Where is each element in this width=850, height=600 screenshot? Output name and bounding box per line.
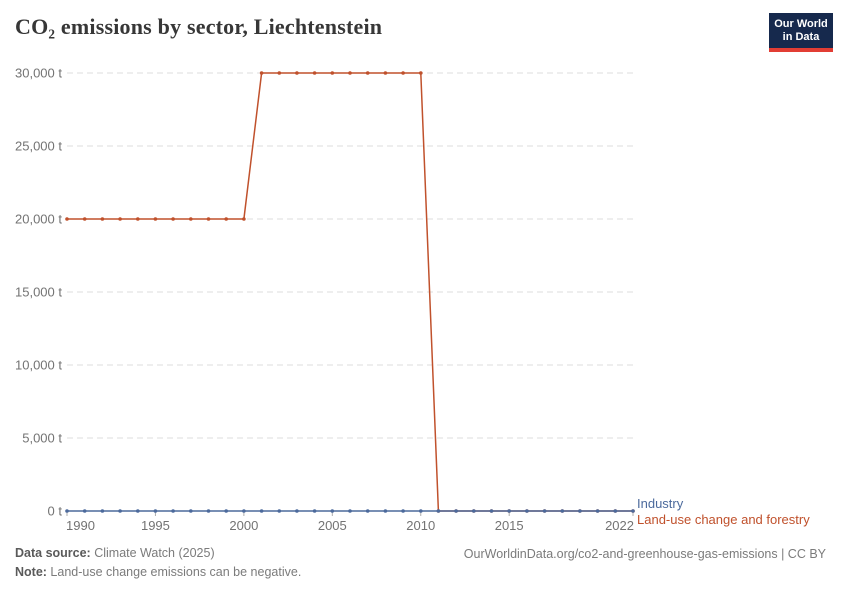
data-point (365, 71, 370, 75)
data-point (118, 509, 122, 513)
x-axis-tick-label: 2022 (605, 518, 634, 533)
footer-datasource-label: Data source: (15, 546, 91, 560)
owid-logo[interactable]: Our World in Data (769, 13, 833, 52)
data-point (100, 509, 105, 513)
y-axis-tick-label: 5,000 t (22, 431, 62, 446)
y-axis-tick-label: 10,000 t (15, 358, 62, 373)
y-axis-tick-label: 15,000 t (15, 285, 62, 300)
x-axis-tick-label: 2005 (318, 518, 347, 533)
data-point (100, 217, 105, 221)
footer-datasource-value: Climate Watch (2025) (90, 546, 215, 560)
data-point (330, 71, 335, 75)
data-point (348, 509, 352, 513)
data-point (171, 217, 175, 221)
footer-note-label: Note: (15, 565, 47, 579)
data-point (525, 509, 529, 513)
data-point (224, 217, 228, 221)
data-point (613, 509, 618, 513)
footer-datasource: Data source: Climate Watch (2025) (15, 546, 215, 560)
data-point (242, 509, 246, 513)
data-point (454, 509, 458, 513)
data-point (436, 509, 441, 513)
legend-item-industry: Industry (637, 496, 684, 511)
data-point (189, 217, 193, 221)
y-axis-tick-label: 0 t (48, 504, 63, 519)
data-point (206, 217, 211, 221)
data-point (136, 509, 140, 513)
data-point (419, 509, 423, 513)
footer-note-value: Land-use change emissions can be negativ… (46, 565, 302, 579)
owid-logo-stripe (769, 48, 833, 52)
owid-logo-line1: Our World (774, 18, 828, 30)
data-point (65, 509, 69, 513)
data-point (224, 509, 228, 513)
data-point (189, 509, 193, 513)
x-axis-tick-label: 1990 (66, 518, 95, 533)
data-point (312, 509, 317, 513)
data-point (153, 509, 158, 513)
data-point (65, 217, 69, 221)
y-axis-tick-label: 30,000 t (15, 66, 62, 81)
footer-citation-link[interactable]: OurWorldinData.org/co2-and-greenhouse-ga… (463, 547, 826, 561)
chart-canvas: 0 t 5,000 t 10,000 t 15,000 t 20,000 t 25,000… (15, 66, 635, 533)
data-point (578, 509, 582, 513)
y-axis-tick-label: 25,000 t (15, 139, 62, 154)
data-point (595, 509, 600, 513)
page-title: CO₂ emissions by sector, Liechtenstein (15, 14, 383, 39)
data-point (330, 509, 335, 513)
data-point (295, 71, 299, 75)
data-point (295, 509, 299, 513)
owid-logo-line2: in Data (782, 30, 820, 43)
data-point (242, 217, 246, 221)
data-point (560, 509, 565, 513)
data-point (259, 509, 264, 513)
data-point (401, 71, 405, 75)
x-axis-tick-label: 1995 (141, 518, 170, 533)
data-point (419, 71, 423, 75)
data-point (312, 71, 317, 75)
data-point (277, 509, 282, 513)
footer-note: Note: Land-use change emissions can be n… (15, 565, 301, 579)
data-point (82, 217, 87, 221)
x-axis-tick-label: 2000 (229, 518, 258, 533)
legend-item-land-use: Land-use change and forestry (637, 512, 810, 527)
data-point (365, 509, 370, 513)
data-point (277, 71, 282, 75)
data-point (383, 509, 388, 513)
data-point (507, 509, 512, 513)
data-point (489, 509, 494, 513)
data-point (383, 71, 388, 75)
data-point (631, 509, 635, 513)
data-point (118, 217, 122, 221)
data-point (82, 509, 87, 513)
data-point (472, 509, 476, 513)
x-axis-tick-label: 2010 (406, 518, 435, 533)
data-point (348, 71, 352, 75)
data-point (171, 509, 175, 513)
x-axis-tick-label: 2015 (495, 518, 524, 533)
y-axis-tick-label: 20,000 t (15, 212, 62, 227)
data-point (136, 217, 140, 221)
data-point (401, 509, 405, 513)
data-point (206, 509, 211, 513)
data-point (259, 71, 264, 75)
owid-logo-text: Our World in Data (769, 13, 833, 48)
data-point (153, 217, 158, 221)
data-point (542, 509, 547, 513)
